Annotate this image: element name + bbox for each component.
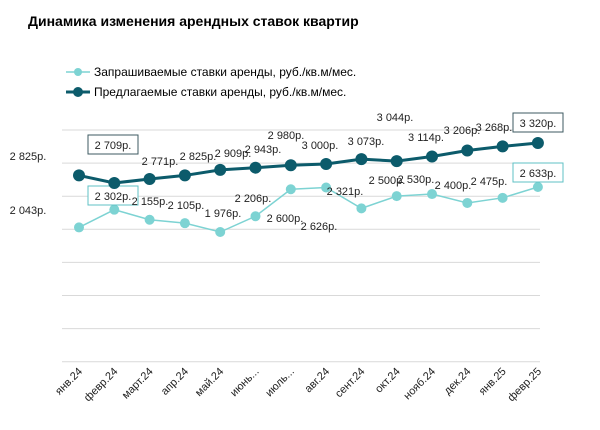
data-label: 2 825р. [180, 151, 217, 163]
data-point [214, 163, 227, 176]
legend-label: Предлагаемые ставки аренды, руб./кв.м/ме… [94, 85, 346, 99]
data-point [74, 222, 84, 233]
data-label: 2 709р. [95, 140, 132, 152]
data-point [249, 161, 262, 174]
data-label: 3 268р. [476, 122, 513, 134]
data-label: 2 400р. [435, 180, 472, 192]
x-tick-label: нояб.24 [402, 366, 439, 403]
x-tick-label: янв.25 [477, 366, 509, 398]
data-label: 3 073р. [348, 136, 385, 148]
data-label: 2 943р. [245, 144, 282, 156]
data-label: 3 044р. [377, 112, 414, 124]
data-label: 2 155р. [132, 196, 169, 208]
x-tick-label: июнь... [228, 366, 261, 399]
data-point [321, 182, 332, 193]
data-point [461, 144, 474, 157]
data-point [320, 157, 333, 170]
data-label: 2 500р. [369, 175, 406, 187]
data-point [178, 169, 191, 182]
data-label: 2 825р. [10, 151, 47, 163]
data-label: 2 321р. [327, 186, 364, 198]
data-point [496, 140, 509, 153]
x-tick-label: март.24 [120, 366, 156, 402]
data-point [284, 159, 297, 172]
x-tick-label: дек.24 [442, 366, 474, 398]
chart-title: Динамика изменения арендных ставок кварт… [28, 13, 359, 29]
data-label-box [87, 134, 139, 155]
data-label: 2 909р. [215, 148, 252, 160]
data-label: 3 206р. [444, 125, 481, 137]
data-label-box [512, 112, 564, 133]
data-label: 2 600р. [267, 213, 304, 225]
x-tick-label: апр.24 [159, 366, 191, 398]
data-point [355, 153, 368, 166]
data-point [426, 150, 438, 163]
x-tick-label: окт.24 [373, 366, 403, 396]
data-point [532, 182, 543, 192]
data-point [108, 177, 121, 190]
data-point [497, 192, 508, 203]
data-label: 3 320р. [520, 118, 557, 130]
data-point [144, 214, 155, 225]
data-label: 2 980р. [268, 130, 305, 142]
x-tick-label: авг.24 [303, 366, 333, 396]
data-point [285, 184, 296, 195]
data-label: 3 000р. [302, 140, 339, 152]
data-label: 2 206р. [235, 193, 272, 205]
data-label-box [512, 162, 564, 183]
x-tick-label: февр.25 [506, 366, 544, 404]
data-point [356, 203, 367, 214]
data-label: 2 633р. [520, 168, 557, 180]
data-label: 1 976р. [205, 208, 242, 220]
data-point [250, 211, 261, 222]
data-label: 2 626р. [301, 221, 338, 233]
data-point [215, 227, 226, 238]
x-tick-label: май.24 [193, 366, 226, 399]
x-tick-label: февр.24 [82, 366, 120, 404]
data-point [73, 169, 85, 182]
data-point [391, 191, 402, 202]
legend-marker [73, 87, 83, 97]
legend-marker [74, 68, 82, 76]
x-tick-label: янв.24 [53, 366, 85, 398]
x-tick-label: июль... [263, 366, 297, 400]
data-label: 2 771р. [142, 156, 179, 168]
data-point [143, 172, 156, 185]
data-label: 2 475р. [471, 176, 508, 188]
data-point [179, 218, 190, 229]
series-line [78, 186, 539, 233]
data-point [531, 137, 544, 149]
legend-label: Запрашиваемые ставки аренды, руб./кв.м/м… [94, 65, 356, 79]
x-tick-label: сент.24 [333, 366, 368, 401]
data-point [427, 189, 437, 200]
data-point [109, 204, 120, 215]
data-point [390, 155, 403, 168]
data-label: 2 043р. [10, 205, 47, 217]
data-label: 2 530р. [398, 174, 435, 186]
data-label: 2 302р. [95, 191, 132, 203]
data-label: 2 105р. [168, 200, 205, 212]
data-label: 3 114р. [408, 132, 444, 144]
data-point [462, 197, 473, 208]
